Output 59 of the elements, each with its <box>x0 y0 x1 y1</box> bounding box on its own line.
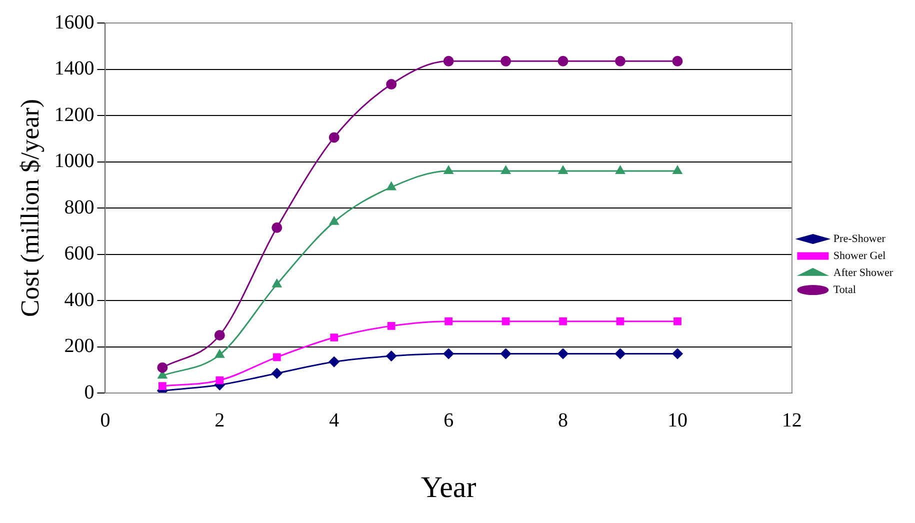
point <box>616 317 624 326</box>
y-tick-label: 1000 <box>54 150 94 172</box>
point <box>616 166 625 174</box>
point <box>443 56 454 66</box>
x-tick-label: 10 <box>667 409 688 432</box>
point <box>558 348 568 359</box>
point <box>157 362 168 373</box>
y-tick-label: 0 <box>84 381 94 404</box>
point <box>386 350 397 362</box>
point <box>615 348 626 359</box>
x-tick-label: 6 <box>444 409 454 432</box>
point <box>444 166 454 174</box>
y-axis-title: Cost (million $/year) <box>15 98 44 318</box>
point <box>443 348 454 359</box>
point <box>272 368 282 379</box>
point <box>672 166 682 174</box>
point <box>328 132 340 143</box>
legend-label: Pre-Shower <box>833 232 886 245</box>
y-tick-label: 200 <box>64 335 94 357</box>
y-tick-label: 400 <box>64 288 94 311</box>
y-tick-label: 800 <box>64 196 94 218</box>
point <box>615 56 626 66</box>
y-tick-label: 1400 <box>54 58 94 80</box>
point <box>329 216 339 225</box>
point <box>386 182 396 190</box>
point <box>559 317 567 326</box>
point <box>158 382 166 390</box>
point <box>558 166 568 174</box>
point <box>328 356 340 368</box>
x-axis-title: Year <box>420 470 476 504</box>
y-tick-label: 1200 <box>54 104 94 126</box>
point <box>214 330 225 340</box>
point <box>500 348 512 359</box>
point <box>386 79 397 90</box>
point <box>672 56 683 66</box>
x-tick-label: 12 <box>782 409 802 432</box>
legend-label: Total <box>833 284 856 296</box>
point <box>215 350 224 358</box>
point <box>272 353 281 362</box>
point <box>558 56 568 66</box>
x-tick-label: 8 <box>558 409 568 432</box>
point <box>672 348 683 359</box>
point <box>444 317 452 326</box>
point <box>272 222 282 233</box>
point <box>674 317 682 326</box>
x-tick-label: 4 <box>329 409 340 432</box>
point <box>501 166 510 174</box>
y-tick-label: 600 <box>64 242 94 264</box>
point <box>216 376 224 384</box>
legend-label: Shower Gel <box>833 250 886 262</box>
x-tick-label: 0 <box>100 409 110 432</box>
y-tick-label: 1600 <box>54 11 94 34</box>
point <box>502 317 510 326</box>
point <box>272 279 282 288</box>
point <box>500 56 512 66</box>
x-tick-label: 2 <box>214 409 225 432</box>
point <box>387 322 396 330</box>
point <box>330 334 338 342</box>
legend-label: After Shower <box>833 266 894 279</box>
